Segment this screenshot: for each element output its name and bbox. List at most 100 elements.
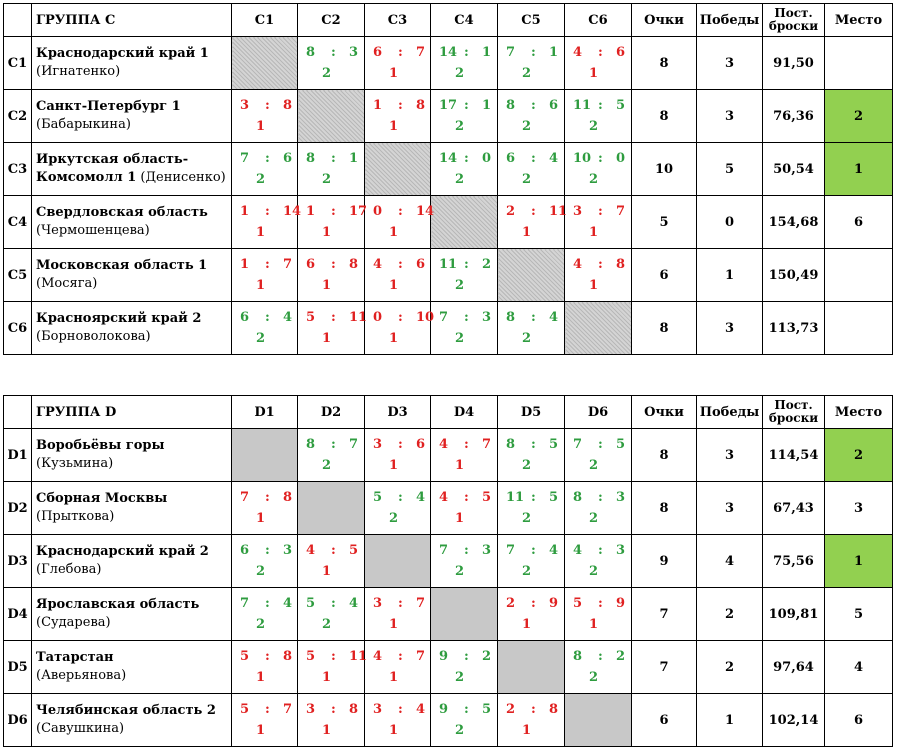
self-match-cell: [430, 195, 498, 249]
points-cell: 9: [631, 534, 697, 588]
coach-name: (Чермошенцева): [36, 223, 150, 238]
score-opp: 6: [283, 151, 293, 166]
match-points: 2: [256, 172, 266, 187]
wins-cell: 0: [696, 195, 763, 249]
score-opp: 3: [349, 45, 359, 60]
match-points: 1: [322, 331, 332, 346]
coach-name: (Кузьмина): [36, 456, 114, 471]
place-cell: 3: [824, 481, 893, 535]
score-opp: 1: [482, 45, 492, 60]
match-points: 2: [455, 670, 465, 685]
match-points: 1: [589, 617, 599, 632]
score-own: 8: [306, 151, 316, 166]
match-points: 1: [256, 723, 266, 738]
row-id: D2: [3, 481, 32, 535]
team-row: C4 Свердловская область (Чермошенцева) 1:14…: [3, 195, 893, 249]
wins-header: Победы: [696, 3, 763, 37]
match-points: 1: [322, 278, 332, 293]
row-id: C5: [3, 248, 32, 302]
score-own: 5: [373, 490, 383, 505]
team-name: Санкт-Петербург 1: [36, 99, 181, 114]
score-own: 6: [306, 257, 316, 272]
score-opp: 8: [616, 257, 626, 272]
score-separator: :: [398, 490, 403, 505]
score-own: 8: [506, 98, 516, 113]
wins-cell: 2: [696, 587, 763, 641]
score-own: 4: [439, 490, 449, 505]
coach-name: (Игнатенко): [36, 64, 121, 79]
score-separator: :: [331, 151, 336, 166]
score-own: 14: [439, 151, 458, 166]
score-opp: 7: [283, 702, 293, 717]
score-separator: :: [265, 543, 270, 558]
wins-cell: 5: [696, 142, 763, 196]
place-cell: 6: [824, 693, 893, 747]
match-points: 2: [455, 278, 465, 293]
shots-cell: 109,81: [762, 587, 825, 641]
row-id: C1: [3, 36, 32, 90]
match-points: 2: [589, 119, 599, 134]
score-opp: 1: [349, 151, 359, 166]
match-points: 1: [522, 225, 532, 240]
score-separator: :: [598, 437, 603, 452]
match-cell: 4:7 1: [364, 640, 431, 694]
score-opp: 2: [482, 649, 492, 664]
score-separator: :: [331, 204, 336, 219]
score-opp: 1: [549, 45, 559, 60]
match-points: 2: [522, 511, 532, 526]
score-own: 4: [573, 45, 583, 60]
match-points: 1: [389, 119, 399, 134]
match-points: 2: [256, 564, 266, 579]
score-separator: :: [598, 649, 603, 664]
match-points: 2: [256, 617, 266, 632]
team-row: C6 Красноярский край 2 (Борноволокова) 6:4 2…: [3, 301, 893, 355]
score-own: 1: [240, 204, 250, 219]
score-opp: 4: [416, 490, 426, 505]
score-opp: 4: [283, 596, 293, 611]
score-opp: 6: [416, 437, 426, 452]
score-separator: :: [398, 204, 403, 219]
team-name: Татарстан: [36, 650, 114, 665]
match-points: 2: [455, 66, 465, 81]
score-own: 3: [573, 204, 583, 219]
score-opp: 17: [349, 204, 368, 219]
score-separator: :: [265, 310, 270, 325]
place-cell: [824, 301, 893, 355]
score-own: 2: [506, 702, 516, 717]
match-cell: 8:4 2: [497, 301, 565, 355]
shots-header-line2: броски: [768, 411, 819, 425]
score-opp: 9: [549, 596, 559, 611]
score-separator: :: [531, 151, 536, 166]
match-points: 2: [589, 564, 599, 579]
match-cell: 4:8 1: [564, 248, 632, 302]
self-match-cell: [564, 301, 632, 355]
score-separator: :: [531, 98, 536, 113]
team-cell: Свердловская область (Чермошенцева): [31, 195, 232, 249]
self-match-cell: [364, 534, 431, 588]
score-own: 5: [306, 310, 316, 325]
score-separator: :: [331, 702, 336, 717]
score-own: 3: [373, 596, 383, 611]
match-cell: 7:8 1: [231, 481, 298, 535]
score-own: 10: [573, 151, 592, 166]
match-points: 2: [389, 511, 399, 526]
self-match-cell: [231, 428, 298, 482]
match-cell: 6:3 2: [231, 534, 298, 588]
score-separator: :: [265, 204, 270, 219]
column-header: C3: [364, 3, 431, 37]
score-separator: :: [531, 310, 536, 325]
header-row: ГРУППА D D1 D2 D3 D4 D5 D6 Очки Победы Пост. броск…: [3, 395, 893, 429]
group-table: ГРУППА D D1 D2 D3 D4 D5 D6 Очки Победы Пост. броск…: [3, 395, 893, 747]
score-separator: :: [331, 437, 336, 452]
wins-cell: 3: [696, 36, 763, 90]
score-separator: :: [464, 437, 469, 452]
shots-header-line1: Пост.: [774, 6, 813, 20]
score-own: 4: [439, 437, 449, 452]
team-name: Иркутская область-: [36, 152, 189, 167]
match-cell: 5:11 1: [297, 640, 367, 694]
team-row: D5 Татарстан (Аверьянова) 5:8 1 5:11 1 4:7 1 9:2 2…: [3, 640, 893, 694]
match-cell: 7:6 2: [231, 142, 298, 196]
score-separator: :: [398, 310, 403, 325]
match-cell: 9:5 2: [430, 693, 498, 747]
points-cell: 6: [631, 248, 697, 302]
